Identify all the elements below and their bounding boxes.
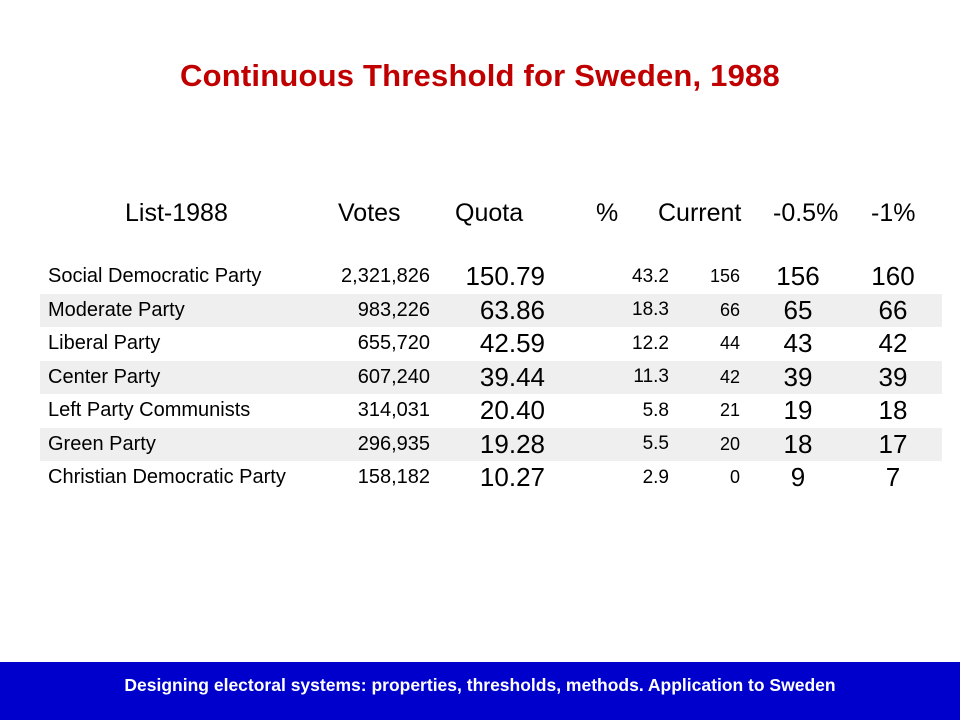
header-minus-one-percent: -1% bbox=[871, 198, 916, 227]
votes-value: 314,031 bbox=[357, 399, 430, 422]
header-current: Current bbox=[658, 198, 742, 227]
party-name: Liberal Party bbox=[48, 332, 161, 355]
party-name: Social Democratic Party bbox=[48, 265, 262, 288]
percent-value: 18.3 bbox=[632, 299, 669, 321]
header-percent: % bbox=[596, 198, 619, 227]
seats-minus-half-percent: 19 bbox=[783, 395, 813, 426]
quota-value: 39.44 bbox=[479, 361, 545, 392]
party-name: Moderate Party bbox=[48, 298, 185, 321]
percent-value: 12.2 bbox=[632, 332, 669, 354]
table-spacer bbox=[40, 230, 942, 260]
header-minus-half-percent: -0.5% bbox=[773, 198, 839, 227]
quota-value: 150.79 bbox=[465, 261, 545, 292]
table-row: Moderate Party 983,226 63.86 18.3 66 65 … bbox=[40, 293, 942, 327]
votes-value: 607,240 bbox=[357, 365, 430, 388]
seats-minus-half-percent: 43 bbox=[783, 328, 813, 359]
current-seats: 20 bbox=[719, 433, 740, 454]
percent-value: 2.9 bbox=[642, 466, 669, 488]
seats-minus-one-percent: 39 bbox=[878, 361, 908, 392]
seats-minus-half-percent: 18 bbox=[783, 428, 813, 459]
current-seats: 44 bbox=[719, 333, 740, 354]
percent-value: 43.2 bbox=[632, 265, 669, 287]
quota-value: 20.40 bbox=[479, 395, 545, 426]
seats-minus-one-percent: 7 bbox=[885, 462, 901, 493]
current-seats: 66 bbox=[719, 299, 740, 320]
footer-banner: Designing electoral systems: properties,… bbox=[0, 662, 960, 720]
seats-minus-half-percent: 65 bbox=[783, 294, 813, 325]
votes-value: 655,720 bbox=[357, 332, 430, 355]
party-name: Green Party bbox=[48, 432, 156, 455]
quota-value: 63.86 bbox=[479, 294, 545, 325]
current-seats: 0 bbox=[729, 467, 740, 488]
header-quota: Quota bbox=[455, 198, 524, 227]
seats-minus-half-percent: 39 bbox=[783, 361, 813, 392]
table-header-row: List-1988 Votes Quota % Current -0.5% -1… bbox=[40, 196, 942, 230]
current-seats: 42 bbox=[719, 366, 740, 387]
header-votes: Votes bbox=[338, 198, 401, 227]
votes-value: 2,321,826 bbox=[341, 265, 430, 288]
votes-value: 296,935 bbox=[357, 432, 430, 455]
percent-value: 5.8 bbox=[642, 399, 669, 421]
table-row: Liberal Party 655,720 42.59 12.2 44 43 4… bbox=[40, 327, 942, 361]
quota-value: 19.28 bbox=[479, 428, 545, 459]
seats-minus-one-percent: 42 bbox=[878, 328, 908, 359]
votes-value: 983,226 bbox=[357, 298, 430, 321]
seats-minus-one-percent: 160 bbox=[871, 261, 915, 292]
seats-minus-one-percent: 18 bbox=[878, 395, 908, 426]
party-name: Left Party Communists bbox=[48, 399, 251, 422]
quota-value: 10.27 bbox=[479, 462, 545, 493]
percent-value: 11.3 bbox=[633, 366, 669, 388]
seats-minus-half-percent: 156 bbox=[776, 261, 820, 292]
seats-minus-one-percent: 66 bbox=[878, 294, 908, 325]
table-row: Left Party Communists 314,031 20.40 5.8 … bbox=[40, 394, 942, 428]
seats-minus-one-percent: 17 bbox=[878, 428, 908, 459]
current-seats: 156 bbox=[709, 266, 740, 287]
current-seats: 21 bbox=[719, 400, 740, 421]
footer-text: Designing electoral systems: properties,… bbox=[124, 674, 836, 695]
seats-minus-half-percent: 9 bbox=[790, 462, 806, 493]
results-table: List-1988 Votes Quota % Current -0.5% -1… bbox=[40, 196, 942, 495]
header-list: List-1988 bbox=[125, 198, 228, 227]
table-row: Green Party 296,935 19.28 5.5 20 18 17 bbox=[40, 427, 942, 461]
party-name: Christian Democratic Party bbox=[48, 466, 286, 489]
table-row: Social Democratic Party 2,321,826 150.79… bbox=[40, 260, 942, 294]
votes-value: 158,182 bbox=[357, 466, 430, 489]
table-row: Center Party 607,240 39.44 11.3 42 39 39 bbox=[40, 360, 942, 394]
percent-value: 5.5 bbox=[642, 433, 669, 455]
table-row: Christian Democratic Party 158,182 10.27… bbox=[40, 461, 942, 495]
party-name: Center Party bbox=[48, 365, 161, 388]
quota-value: 42.59 bbox=[479, 328, 545, 359]
slide-title: Continuous Threshold for Sweden, 1988 bbox=[180, 58, 780, 93]
